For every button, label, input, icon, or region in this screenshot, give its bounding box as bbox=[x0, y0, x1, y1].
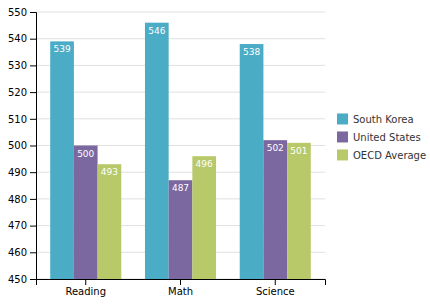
tick-mark bbox=[30, 119, 36, 120]
chart-container: 450 460 470 480 490 500 510 520 530 540 550 Reading… bbox=[0, 0, 430, 305]
data-label: 501 bbox=[290, 146, 307, 156]
grid-line bbox=[36, 92, 325, 93]
axis-line bbox=[30, 13, 37, 280]
tick: 530 bbox=[8, 60, 36, 71]
tick-mark bbox=[30, 172, 36, 173]
legend-item: OECD Average bbox=[337, 149, 426, 161]
tick: 500 bbox=[8, 140, 36, 151]
tick: 480 bbox=[8, 194, 36, 205]
data-label: 496 bbox=[196, 159, 213, 169]
tick-mark bbox=[30, 199, 36, 200]
tick-mark bbox=[30, 39, 36, 40]
tick-label: 490 bbox=[8, 167, 27, 178]
bar bbox=[50, 41, 74, 279]
x-axis: Reading Math Science bbox=[37, 279, 326, 297]
tick-label: 450 bbox=[8, 274, 27, 285]
bars bbox=[50, 23, 311, 279]
tick-mark bbox=[180, 279, 181, 285]
plot: 450 460 470 480 490 500 510 520 530 540 550 Reading… bbox=[8, 7, 326, 305]
bar bbox=[98, 164, 122, 279]
bar bbox=[169, 180, 193, 279]
data-label: 546 bbox=[148, 26, 165, 36]
legend-item: United States bbox=[337, 131, 421, 143]
tick-mark bbox=[275, 279, 276, 285]
tick-label: 500 bbox=[8, 140, 27, 151]
tick-mark bbox=[85, 279, 86, 285]
tick-label: Science bbox=[256, 286, 295, 297]
legend-swatch bbox=[337, 113, 348, 124]
tick-mark bbox=[30, 146, 36, 147]
y-axis: 450 460 470 480 490 500 510 520 530 540 550 bbox=[8, 7, 37, 285]
tick-label: 480 bbox=[8, 194, 27, 205]
tick-mark bbox=[30, 226, 36, 227]
legend-swatch bbox=[337, 131, 348, 142]
bar bbox=[192, 156, 216, 279]
legend-label: OECD Average bbox=[353, 150, 426, 161]
data-label: 538 bbox=[243, 47, 260, 57]
tick-label: 540 bbox=[8, 33, 27, 44]
tick: 450 bbox=[8, 274, 36, 285]
tick-mark bbox=[30, 252, 36, 253]
tick-label: 510 bbox=[8, 114, 27, 125]
grid-line bbox=[36, 38, 325, 39]
bar bbox=[287, 143, 311, 279]
data-label: 493 bbox=[101, 167, 118, 177]
tick-label: 520 bbox=[8, 87, 27, 98]
legend: South Korea United States OECD Average bbox=[337, 113, 426, 160]
tick-label: 530 bbox=[8, 60, 27, 71]
tick: Math bbox=[168, 279, 193, 297]
data-labels: 539 546 538 500 487 502 493 496 501 bbox=[53, 26, 307, 194]
tick-mark bbox=[30, 279, 36, 280]
grid-line bbox=[36, 118, 325, 119]
legend-label: United States bbox=[353, 132, 421, 143]
grid-line bbox=[36, 12, 325, 13]
tick: 490 bbox=[8, 167, 36, 178]
tick: Reading bbox=[65, 279, 106, 297]
grid-line bbox=[36, 65, 325, 66]
legend-swatch bbox=[337, 149, 348, 160]
bar bbox=[145, 23, 169, 279]
data-label: 487 bbox=[172, 183, 189, 193]
tick: Science bbox=[256, 279, 295, 297]
tick: 520 bbox=[8, 87, 36, 98]
bar bbox=[263, 140, 287, 279]
tick: 540 bbox=[8, 33, 36, 44]
tick-mark bbox=[30, 92, 36, 93]
tick: 470 bbox=[8, 220, 36, 231]
tick-label: Math bbox=[168, 286, 193, 297]
tick-label: Reading bbox=[65, 286, 106, 297]
tick-mark bbox=[30, 65, 36, 66]
tick: 510 bbox=[8, 114, 36, 125]
data-label: 502 bbox=[267, 143, 284, 153]
legend-item: South Korea bbox=[337, 113, 414, 125]
legend-label: South Korea bbox=[353, 114, 414, 125]
bar bbox=[74, 146, 98, 280]
axis-line bbox=[37, 280, 326, 286]
tick-label: 550 bbox=[8, 7, 27, 18]
bar bbox=[240, 44, 264, 279]
data-label: 539 bbox=[53, 44, 70, 54]
chart: 450 460 470 480 490 500 510 520 530 540 550 Reading… bbox=[0, 0, 430, 305]
tick-label: 470 bbox=[8, 220, 27, 231]
tick: 460 bbox=[8, 247, 36, 258]
tick: 550 bbox=[8, 7, 36, 18]
tick-label: 460 bbox=[8, 247, 27, 258]
data-label: 500 bbox=[77, 149, 94, 159]
tick-mark bbox=[30, 12, 36, 13]
